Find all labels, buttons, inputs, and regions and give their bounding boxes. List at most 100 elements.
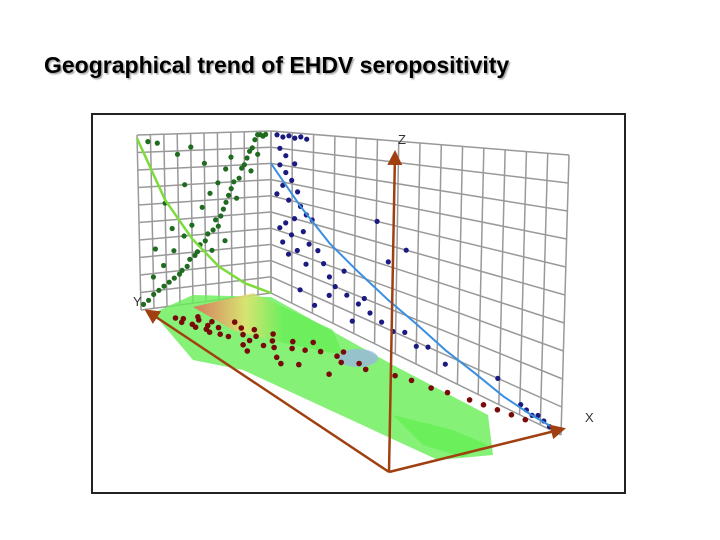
xy-point [271,344,277,351]
xy-point [356,360,362,367]
xz-point [283,153,289,159]
xz-point [277,162,283,168]
xz-point [495,375,501,381]
xz-grid-line [270,162,568,212]
yz-wall-grid [136,130,272,311]
xz-point [321,261,327,267]
yz-point [169,225,175,232]
xy-point [246,337,253,344]
yz-point [201,160,207,166]
yz-grid-line [230,132,233,299]
xy-point [408,377,415,384]
xy-point [206,329,213,335]
yz-point [174,151,181,157]
xz-point [442,361,448,367]
xz-point [367,310,373,316]
xy-point [273,354,280,361]
yz-point [218,213,224,219]
surface-tail [393,415,488,457]
xz-point [283,169,289,176]
yz-point [244,155,250,161]
xz-grid-line [270,195,566,268]
xy-point [338,359,344,366]
yz-point [151,291,157,297]
xy-point [253,333,259,340]
xy-point [192,324,199,330]
y-axis-label: Y [133,294,142,309]
xz-point [361,295,367,302]
yz-point [247,148,253,154]
xz-point [402,329,408,335]
yz-point [234,195,240,201]
xz-point [280,239,286,245]
yz-point [181,233,187,239]
xy-point [215,324,222,331]
yz-point [223,199,229,205]
yz-point [231,179,237,185]
xz-point [274,191,280,197]
x-axis-label: X [585,410,594,425]
yz-grid-line [138,178,272,189]
xy-point [172,315,179,321]
slide-title: Geographical trend of EHDV seropositivit… [44,52,510,78]
xy-point [444,389,451,396]
yz-grid-line [136,130,272,136]
xy-point [508,412,515,418]
xy-point [251,326,258,333]
xz-point [277,145,283,151]
xz-point [344,292,350,298]
yz-point [220,206,226,212]
xy-point [195,314,201,320]
xz-grid-line [270,130,570,156]
xz-point [326,274,332,280]
yz-grid-line [138,195,272,206]
xy-point [244,348,251,354]
yz-point [252,137,258,143]
yz-point [188,144,194,150]
xz-point [535,412,541,419]
yz-point [239,165,245,171]
yz-grid-line [137,146,272,154]
xz-grid-line [270,259,563,380]
xz-trend-line [270,162,562,434]
xy-point [522,416,529,423]
xz-point [286,197,292,203]
yz-point [215,223,221,229]
yz-point [192,252,198,258]
yz-point [145,139,151,145]
z-axis-label: Z [398,132,406,147]
xy-point [225,333,232,340]
xz-point [288,232,295,238]
xz-point [385,259,391,265]
xz-point [300,229,306,235]
xy-point [326,371,332,378]
xz-point [312,302,318,308]
yz-point [228,154,234,160]
yz-point [161,283,167,289]
xy-point [289,345,295,352]
xy-point [428,385,434,391]
xz-point [277,225,283,231]
xy-point [178,319,185,326]
xy-point [278,360,284,367]
xy-point [334,353,340,359]
xz-point [332,284,338,290]
yz-point [171,248,177,254]
y-axis-line [144,309,390,474]
xz-point [292,161,298,167]
xy-point [231,319,238,325]
xz-point [297,287,303,293]
xz-point [315,248,321,254]
xz-point [274,132,280,138]
yz-point [187,256,193,262]
xy-point [302,347,308,353]
yz-point [156,287,162,293]
xz-point [355,301,361,307]
yz-point [199,204,205,210]
xz-wall-grid [270,130,570,436]
xz-grid-line [270,292,562,436]
yz-point [171,275,177,281]
xz-grid-line [270,211,566,296]
xy-point [340,349,347,355]
xz-point [303,261,309,267]
